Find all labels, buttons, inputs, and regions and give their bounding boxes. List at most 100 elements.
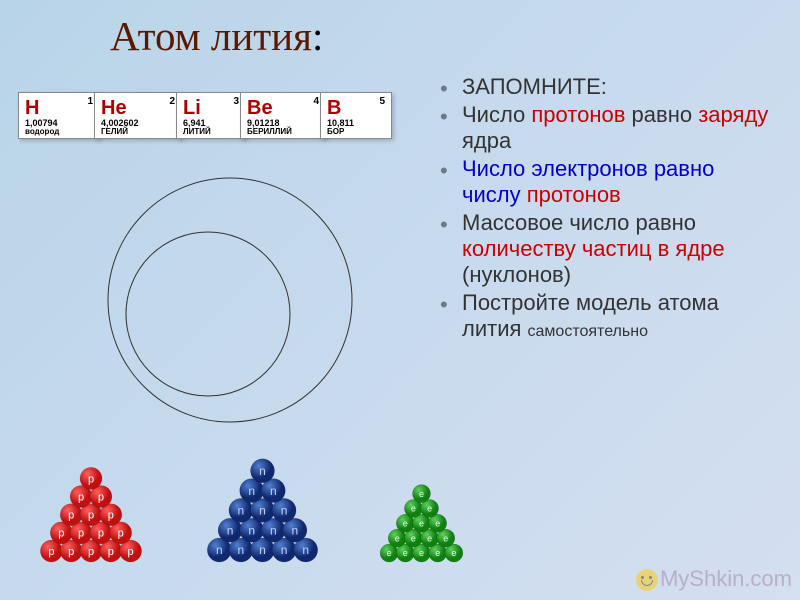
svg-text:e: e [395, 533, 400, 543]
svg-text:n: n [259, 464, 266, 478]
svg-text:n: n [248, 523, 255, 537]
text: равно [625, 102, 698, 127]
text: Число [462, 102, 531, 127]
proton-pyramid: ppppppppppppppp [26, 454, 156, 564]
svg-text:p: p [108, 546, 114, 558]
text-red: количеству частиц в ядре [462, 236, 725, 261]
watermark: MyShkin.com [636, 566, 792, 592]
element-name: ЛИТИЙ [183, 127, 239, 136]
element-number: 1 [87, 96, 93, 107]
particle-pyramids: ppppppppppppppp nnnnnnnnnnnnnnn eeeeeeee… [26, 444, 474, 564]
element-card-b: B 5 10,811 БОР [320, 92, 392, 139]
neutron-svg: nnnnnnnnnnnnnnn [190, 444, 335, 564]
svg-text:p: p [58, 528, 64, 540]
svg-text:n: n [238, 543, 245, 557]
element-number: 5 [379, 96, 385, 107]
list-item: Число протонов равно заряду ядра [440, 102, 770, 154]
element-symbol: Be [247, 97, 273, 119]
svg-text:e: e [443, 533, 448, 543]
svg-text:p: p [78, 491, 84, 503]
element-number: 3 [233, 96, 239, 107]
page-title: Атом лития: [110, 12, 323, 60]
svg-text:n: n [238, 504, 245, 518]
svg-text:e: e [403, 518, 408, 528]
inner-orbit [126, 232, 290, 396]
svg-text:p: p [108, 510, 114, 522]
text-red: протонов [527, 182, 621, 207]
svg-text:p: p [88, 510, 94, 522]
svg-text:e: e [435, 518, 440, 528]
orbits-svg [90, 170, 350, 430]
electron-svg: eeeeeeeeeeeeeee [369, 474, 474, 564]
text-red: заряду [698, 102, 768, 127]
element-name: водород [25, 127, 93, 136]
element-name: БЕРИЛЛИЙ [247, 127, 319, 136]
atom-orbits [90, 170, 350, 435]
svg-text:p: p [98, 528, 104, 540]
outer-orbit [108, 178, 352, 422]
svg-text:n: n [248, 484, 255, 498]
svg-text:p: p [68, 546, 74, 558]
list-item: Массовое число равно количеству частиц в… [440, 210, 770, 288]
elements-row: H 1 1,00794 водород He 2 4,002602 ГЕЛИЙ … [18, 92, 386, 139]
svg-text:e: e [411, 533, 416, 543]
svg-text:p: p [48, 546, 54, 558]
svg-text:n: n [259, 504, 266, 518]
element-name: ГЕЛИЙ [101, 127, 175, 136]
svg-text:n: n [302, 543, 309, 557]
text-blue: Число [462, 156, 531, 181]
element-symbol: He [101, 97, 127, 119]
svg-text:n: n [259, 543, 266, 557]
text-red: протонов [531, 102, 625, 127]
svg-text:p: p [78, 528, 84, 540]
text-small: самостоятельно [528, 323, 648, 340]
svg-text:e: e [419, 548, 424, 558]
svg-text:e: e [427, 533, 432, 543]
text: ядра [462, 128, 511, 153]
svg-text:e: e [419, 518, 424, 528]
electron-pyramid: eeeeeeeeeeeeeee [369, 474, 474, 564]
element-symbol: Li [183, 97, 201, 119]
element-card-li: Li 3 6,941 ЛИТИЙ [176, 92, 246, 139]
svg-text:p: p [118, 528, 124, 540]
text: (нуклонов) [462, 262, 571, 287]
svg-text:e: e [435, 548, 440, 558]
element-symbol: B [327, 97, 341, 119]
element-card-be: Be 4 9,01218 БЕРИЛЛИЙ [240, 92, 326, 139]
watermark-text: MyShkin.com [660, 566, 792, 591]
list-item: Число электронов равно числу протонов [440, 156, 770, 208]
svg-text:n: n [292, 523, 299, 537]
title-colon: : [312, 13, 323, 59]
svg-text:n: n [227, 523, 234, 537]
svg-text:e: e [419, 489, 424, 499]
svg-text:e: e [427, 504, 432, 514]
text: ЗАПОМНИТЕ: [462, 74, 607, 99]
text-blue: электронов [531, 156, 647, 181]
svg-text:p: p [68, 510, 74, 522]
title-text: Атом лития [110, 13, 312, 59]
svg-text:p: p [88, 473, 94, 485]
svg-text:n: n [281, 543, 288, 557]
svg-text:p: p [128, 546, 134, 558]
smile-icon [636, 569, 658, 591]
svg-text:p: p [88, 546, 94, 558]
rules-list: ЗАПОМНИТЕ: Число протонов равно заряду я… [440, 74, 770, 344]
list-item: ЗАПОМНИТЕ: [440, 74, 770, 100]
svg-text:e: e [411, 504, 416, 514]
text: Массовое число равно [462, 210, 696, 235]
list-item: Постройте модель атома лития самостоятел… [440, 290, 770, 342]
svg-text:n: n [270, 523, 277, 537]
svg-text:n: n [270, 484, 277, 498]
svg-text:e: e [451, 548, 456, 558]
element-card-he: He 2 4,002602 ГЕЛИЙ [94, 92, 182, 139]
svg-text:n: n [216, 543, 223, 557]
svg-text:n: n [281, 504, 288, 518]
element-number: 2 [169, 96, 175, 107]
element-number: 4 [313, 96, 319, 107]
element-symbol: H [25, 97, 39, 119]
element-card-h: H 1 1,00794 водород [18, 92, 100, 139]
svg-text:e: e [403, 548, 408, 558]
element-name: БОР [327, 127, 385, 136]
neutron-pyramid: nnnnnnnnnnnnnnn [190, 444, 335, 564]
svg-text:p: p [98, 491, 104, 503]
